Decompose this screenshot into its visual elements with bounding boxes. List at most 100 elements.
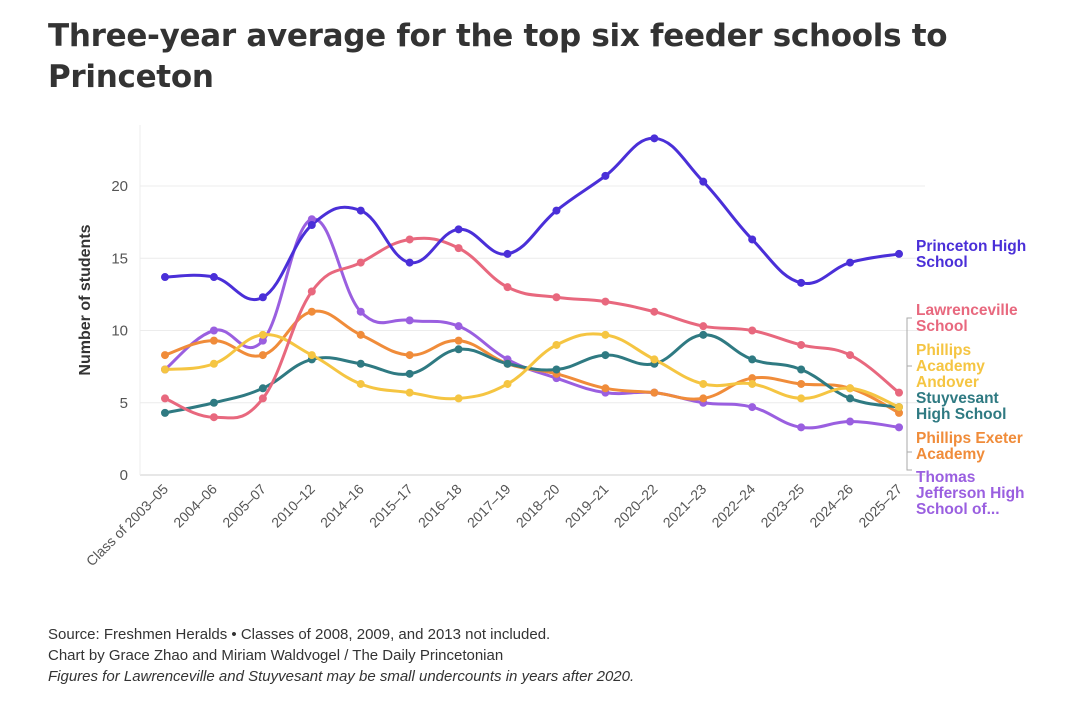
point-princeton-10 — [650, 134, 659, 143]
chart-title: Three-year average for the top six feede… — [48, 18, 948, 95]
point-tj-5 — [405, 316, 414, 325]
point-andover-12 — [748, 379, 757, 388]
y-tick-label-0: 0 — [120, 467, 128, 484]
point-stuyvesant-7 — [503, 359, 512, 368]
x-tick-label-12: 2022–24 — [708, 481, 758, 531]
point-andover-13 — [797, 394, 806, 403]
point-exeter-15 — [895, 408, 903, 417]
point-princeton-15 — [895, 249, 903, 258]
point-lawrenceville-8 — [552, 293, 561, 302]
point-tj-14 — [846, 417, 855, 426]
point-princeton-0 — [161, 273, 169, 282]
point-lawrenceville-15 — [895, 388, 903, 397]
chart-notes: Source: Freshmen Heralds • Classes of 20… — [48, 624, 634, 687]
x-axis-ticks: Class of 2003–05 2004–06 2005–07 2010–12 201… — [83, 481, 906, 570]
point-exeter-0 — [161, 351, 169, 360]
point-lawrenceville-4 — [356, 258, 365, 267]
point-tj-13 — [797, 423, 806, 432]
x-tick-label-6: 2016–18 — [415, 481, 465, 531]
caveat-note: Figures for Lawrenceville and Stuyvesant… — [48, 668, 635, 685]
credit-note: Chart by Grace Zhao and Miriam Waldvogel… — [48, 647, 504, 664]
series-label-line: Thomas — [916, 469, 975, 486]
point-lawrenceville-6 — [454, 244, 463, 253]
point-andover-3 — [307, 351, 316, 360]
point-exeter-9 — [601, 384, 610, 393]
point-stuyvesant-0 — [161, 408, 169, 417]
point-andover-1 — [209, 359, 218, 368]
point-exeter-11 — [699, 394, 708, 403]
point-lawrenceville-7 — [503, 283, 512, 292]
point-princeton-5 — [405, 258, 414, 267]
series-label-exeter: Phillips Exeter Academy — [916, 430, 1023, 463]
x-tick-label-4: 2014–16 — [317, 481, 367, 531]
point-exeter-13 — [797, 379, 806, 388]
x-tick-label-10: 2020–22 — [611, 481, 661, 531]
point-lawrenceville-2 — [258, 394, 267, 403]
series-label-princeton: Princeton High School — [916, 238, 1026, 271]
point-stuyvesant-8 — [552, 365, 561, 374]
point-princeton-13 — [797, 278, 806, 287]
point-tj-6 — [454, 322, 463, 331]
x-tick-label-14: 2024–26 — [806, 481, 856, 531]
series-line-stuyvesant — [163, 333, 901, 415]
x-tick-label-2: 2005–07 — [219, 481, 269, 531]
point-stuyvesant-9 — [601, 351, 610, 360]
point-exeter-4 — [356, 330, 365, 339]
series-label-andover: Phillips Academy Andover — [916, 342, 985, 391]
point-tj-15 — [895, 423, 903, 432]
point-lawrenceville-14 — [846, 351, 855, 360]
leader-bracket — [906, 317, 912, 471]
x-tick-label-0: Class of 2003–05 — [83, 481, 172, 570]
point-exeter-3 — [307, 307, 316, 316]
point-princeton-3 — [307, 221, 316, 230]
point-andover-15 — [895, 403, 903, 412]
point-princeton-7 — [503, 249, 512, 258]
point-andover-2 — [258, 330, 267, 339]
series-label-line: Academy — [916, 358, 985, 375]
series-lines — [163, 136, 901, 430]
point-andover-11 — [699, 379, 708, 388]
point-stuyvesant-11 — [699, 330, 708, 339]
point-tj-2 — [258, 336, 267, 345]
x-tick-label-8: 2018–20 — [513, 481, 563, 531]
series-label-line: Lawrenceville — [916, 302, 1018, 319]
series-label-line: School — [916, 318, 968, 335]
point-lawrenceville-3 — [307, 287, 316, 296]
point-andover-8 — [552, 340, 561, 349]
y-tick-label-10: 10 — [111, 323, 128, 340]
y-tick-label-5: 5 — [120, 395, 128, 412]
point-tj-12 — [748, 403, 757, 412]
point-andover-7 — [503, 379, 512, 388]
point-stuyvesant-14 — [846, 394, 855, 403]
series-label-line: Academy — [916, 446, 985, 463]
series-label-line: Princeton High — [916, 238, 1026, 255]
point-princeton-1 — [209, 273, 218, 282]
series-label-line: Jefferson High — [916, 485, 1025, 502]
point-lawrenceville-11 — [699, 322, 708, 331]
x-tick-label-15: 2025–27 — [855, 481, 905, 531]
point-exeter-6 — [454, 336, 463, 345]
point-stuyvesant-5 — [405, 369, 414, 378]
point-exeter-2 — [258, 351, 267, 360]
point-lawrenceville-13 — [797, 340, 806, 349]
x-tick-label-13: 2023–25 — [757, 481, 807, 531]
point-stuyvesant-1 — [209, 398, 218, 407]
point-lawrenceville-10 — [650, 307, 659, 316]
point-tj-3 — [307, 215, 316, 224]
series-points — [161, 134, 903, 432]
point-princeton-6 — [454, 225, 463, 234]
point-princeton-2 — [258, 293, 267, 302]
point-princeton-4 — [356, 206, 365, 215]
point-stuyvesant-12 — [748, 355, 757, 364]
point-lawrenceville-0 — [161, 394, 169, 403]
series-label-tj: Thomas Jefferson High School of... — [916, 469, 1025, 518]
point-exeter-1 — [209, 336, 218, 345]
series-labels: Princeton High School Lawrenceville School P… — [916, 238, 1026, 518]
gridlines — [139, 125, 925, 476]
point-stuyvesant-6 — [454, 345, 463, 354]
series-label-line: Stuyvesant — [916, 390, 999, 407]
point-stuyvesant-4 — [356, 359, 365, 368]
leader-bracket — [906, 365, 912, 453]
x-tick-label-9: 2019–21 — [562, 481, 612, 531]
